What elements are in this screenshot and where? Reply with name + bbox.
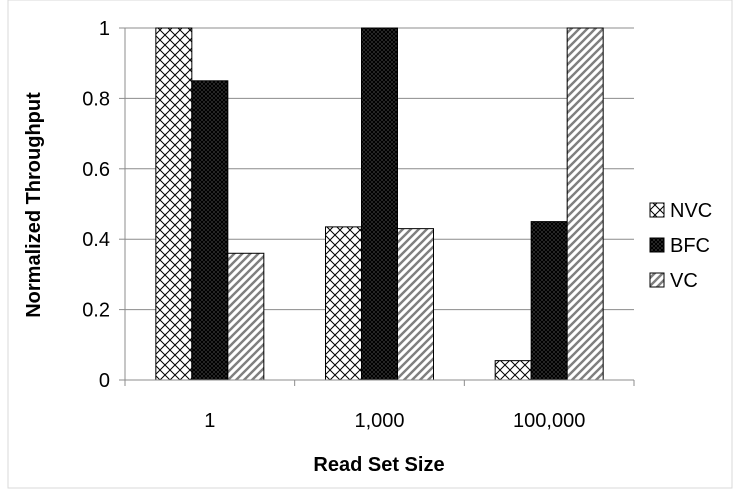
legend-label-vc: VC (670, 270, 698, 292)
bar-bfc-2 (530, 221, 568, 381)
legend-label-nvc: NVC (670, 200, 712, 222)
y-tick-label: 0.8 (82, 88, 110, 110)
legend-swatch-bfc (649, 237, 665, 253)
chart-border (7, 0, 733, 489)
bar-vc-1 (397, 228, 434, 381)
legend-label-bfc: BFC (670, 235, 710, 257)
bar-nvc-1 (325, 226, 362, 381)
tick-labels: 0 0.2 0.4 0.6 0.8 1 1 1,000 100,000 (82, 18, 585, 432)
bar-nvc-2 (494, 360, 532, 381)
bar-bfc-1 (361, 27, 398, 381)
x-axis-title: Read Set Size (313, 454, 444, 476)
bar-bfc-0 (191, 80, 229, 381)
y-tick-label: 1 (99, 18, 110, 40)
y-tick-label: 0.4 (82, 229, 110, 251)
x-tick-label: 1,000 (354, 410, 404, 432)
bars (155, 27, 604, 381)
y-axis-title: Normalized Throughput (23, 92, 45, 318)
bar-nvc-0 (155, 27, 193, 381)
legend-swatch-nvc (649, 202, 665, 218)
x-tick-label: 1 (204, 410, 215, 432)
y-tick-label: 0.6 (82, 159, 110, 181)
y-tick-label: 0 (99, 370, 110, 392)
legend: NVC BFC VC (649, 200, 712, 292)
bar-vc-0 (227, 252, 265, 381)
axes (119, 27, 635, 386)
legend-swatch-vc (649, 272, 665, 288)
x-tick-label: 100,000 (513, 410, 585, 432)
y-tick-label: 0.2 (82, 300, 110, 322)
bar-vc-2 (566, 27, 604, 381)
